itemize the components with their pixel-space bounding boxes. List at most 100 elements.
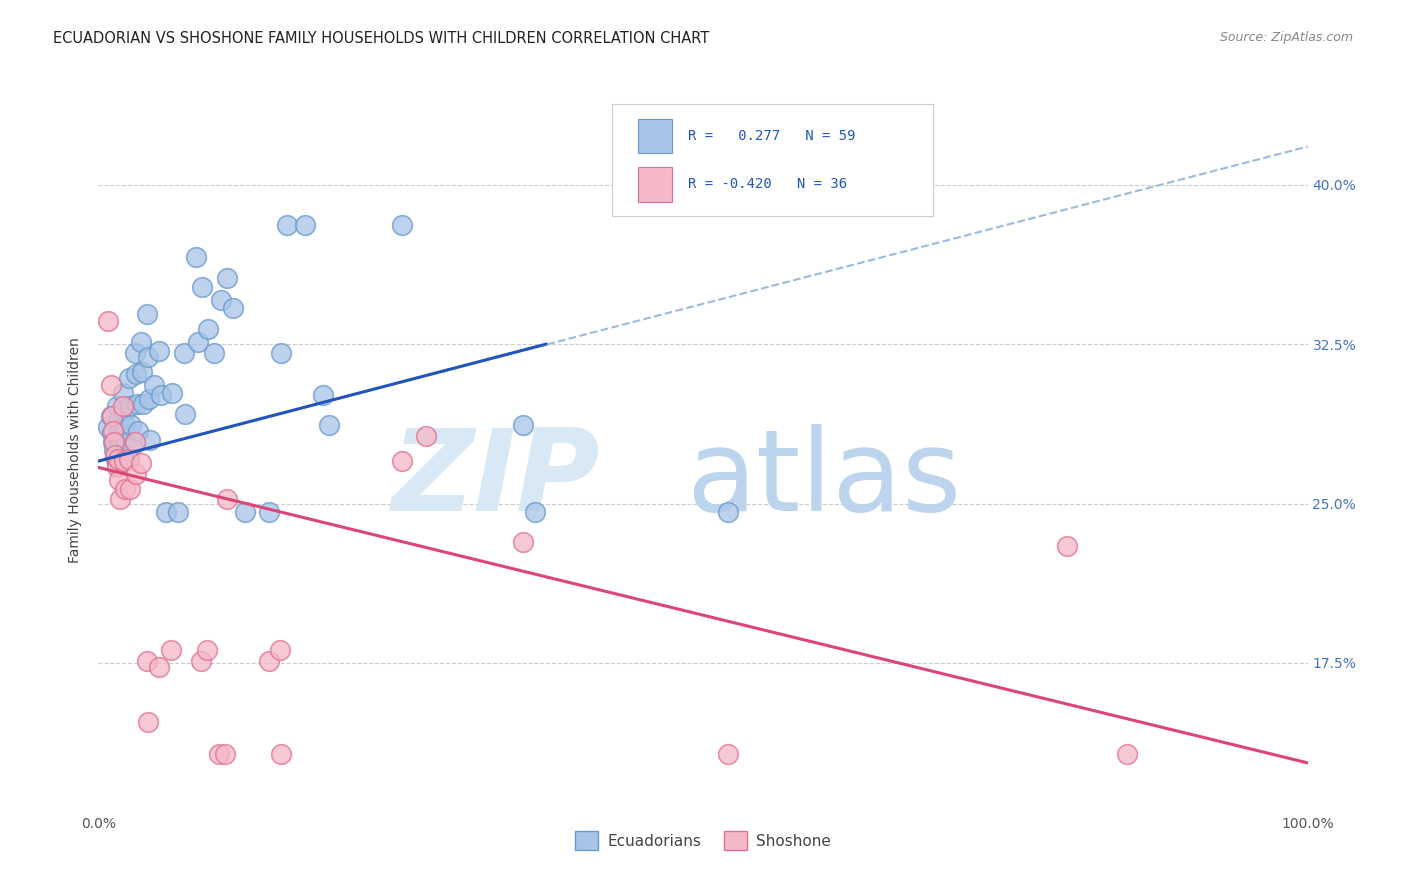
Point bbox=[160, 643, 183, 657]
Point bbox=[115, 434, 138, 449]
Point bbox=[101, 425, 124, 439]
Point bbox=[190, 654, 212, 668]
Point bbox=[167, 505, 190, 519]
Point bbox=[717, 505, 740, 519]
Point bbox=[129, 334, 152, 349]
Point bbox=[127, 397, 149, 411]
Point bbox=[103, 434, 125, 449]
Point bbox=[131, 365, 153, 379]
Point bbox=[118, 371, 141, 385]
Point bbox=[120, 417, 142, 432]
Point bbox=[148, 343, 170, 358]
Point bbox=[121, 439, 143, 453]
Point bbox=[294, 218, 316, 232]
FancyBboxPatch shape bbox=[638, 167, 672, 202]
Point bbox=[100, 409, 122, 424]
Point bbox=[415, 428, 437, 442]
Point bbox=[108, 473, 131, 487]
Point bbox=[135, 654, 157, 668]
Point bbox=[107, 452, 129, 467]
Point bbox=[100, 409, 122, 424]
Point bbox=[204, 345, 226, 359]
Point bbox=[139, 433, 162, 447]
Text: R =   0.277   N = 59: R = 0.277 N = 59 bbox=[689, 129, 856, 143]
Point bbox=[233, 505, 256, 519]
Text: ECUADORIAN VS SHOSHONE FAMILY HOUSEHOLDS WITH CHILDREN CORRELATION CHART: ECUADORIAN VS SHOSHONE FAMILY HOUSEHOLDS… bbox=[53, 31, 710, 46]
Point bbox=[276, 218, 298, 232]
Point bbox=[117, 448, 139, 462]
Y-axis label: Family Households with Children: Family Households with Children bbox=[69, 337, 83, 564]
Point bbox=[129, 456, 152, 470]
Point bbox=[118, 452, 141, 467]
Point bbox=[114, 482, 136, 496]
Point bbox=[717, 747, 740, 762]
Point bbox=[312, 388, 335, 402]
Point bbox=[270, 345, 292, 359]
Point bbox=[136, 715, 159, 730]
Point bbox=[138, 392, 160, 407]
Text: Source: ZipAtlas.com: Source: ZipAtlas.com bbox=[1219, 31, 1353, 45]
Point bbox=[512, 417, 534, 432]
Point bbox=[105, 399, 128, 413]
Point bbox=[150, 388, 173, 402]
Point bbox=[104, 450, 127, 464]
Point bbox=[270, 747, 292, 762]
Point bbox=[132, 397, 155, 411]
Point bbox=[318, 417, 340, 432]
Point bbox=[124, 345, 146, 359]
Point bbox=[136, 350, 159, 364]
Point bbox=[512, 534, 534, 549]
Point bbox=[118, 482, 141, 496]
Point bbox=[214, 747, 236, 762]
Point bbox=[100, 377, 122, 392]
Legend: Ecuadorians, Shoshone: Ecuadorians, Shoshone bbox=[569, 825, 837, 856]
Point bbox=[523, 505, 546, 519]
Point bbox=[215, 271, 238, 285]
Point bbox=[97, 314, 120, 328]
Point bbox=[108, 426, 131, 441]
Point bbox=[191, 280, 214, 294]
Point bbox=[103, 443, 125, 458]
Point bbox=[135, 308, 157, 322]
Point bbox=[114, 417, 136, 432]
Point bbox=[112, 454, 135, 468]
Text: R = -0.420   N = 36: R = -0.420 N = 36 bbox=[689, 178, 848, 191]
FancyBboxPatch shape bbox=[638, 119, 672, 153]
Point bbox=[111, 399, 134, 413]
Point bbox=[155, 505, 177, 519]
Point bbox=[100, 426, 122, 441]
Text: ZIP: ZIP bbox=[392, 424, 600, 535]
Point bbox=[208, 747, 231, 762]
Point bbox=[143, 377, 166, 392]
Point bbox=[195, 643, 218, 657]
Point bbox=[105, 458, 128, 473]
Point bbox=[221, 301, 243, 315]
Point bbox=[125, 367, 148, 381]
Point bbox=[112, 405, 135, 419]
Point bbox=[269, 643, 291, 657]
Point bbox=[257, 654, 280, 668]
Point bbox=[101, 434, 124, 449]
Point bbox=[391, 218, 413, 232]
Point bbox=[124, 434, 146, 449]
Point bbox=[1116, 747, 1139, 762]
Point bbox=[107, 414, 129, 428]
Point bbox=[125, 467, 148, 481]
Point bbox=[108, 492, 131, 507]
Point bbox=[118, 399, 141, 413]
Point bbox=[110, 448, 132, 462]
Point bbox=[215, 492, 238, 507]
Point bbox=[148, 660, 170, 674]
Point bbox=[174, 407, 197, 422]
Point bbox=[160, 386, 183, 401]
Point bbox=[104, 448, 127, 462]
Point bbox=[108, 437, 131, 451]
Point bbox=[209, 293, 232, 307]
Point bbox=[257, 505, 280, 519]
Text: atlas: atlas bbox=[686, 424, 962, 535]
Point bbox=[1056, 539, 1078, 553]
FancyBboxPatch shape bbox=[613, 103, 932, 216]
Point bbox=[127, 425, 149, 439]
Point bbox=[391, 454, 413, 468]
Point bbox=[173, 345, 195, 359]
